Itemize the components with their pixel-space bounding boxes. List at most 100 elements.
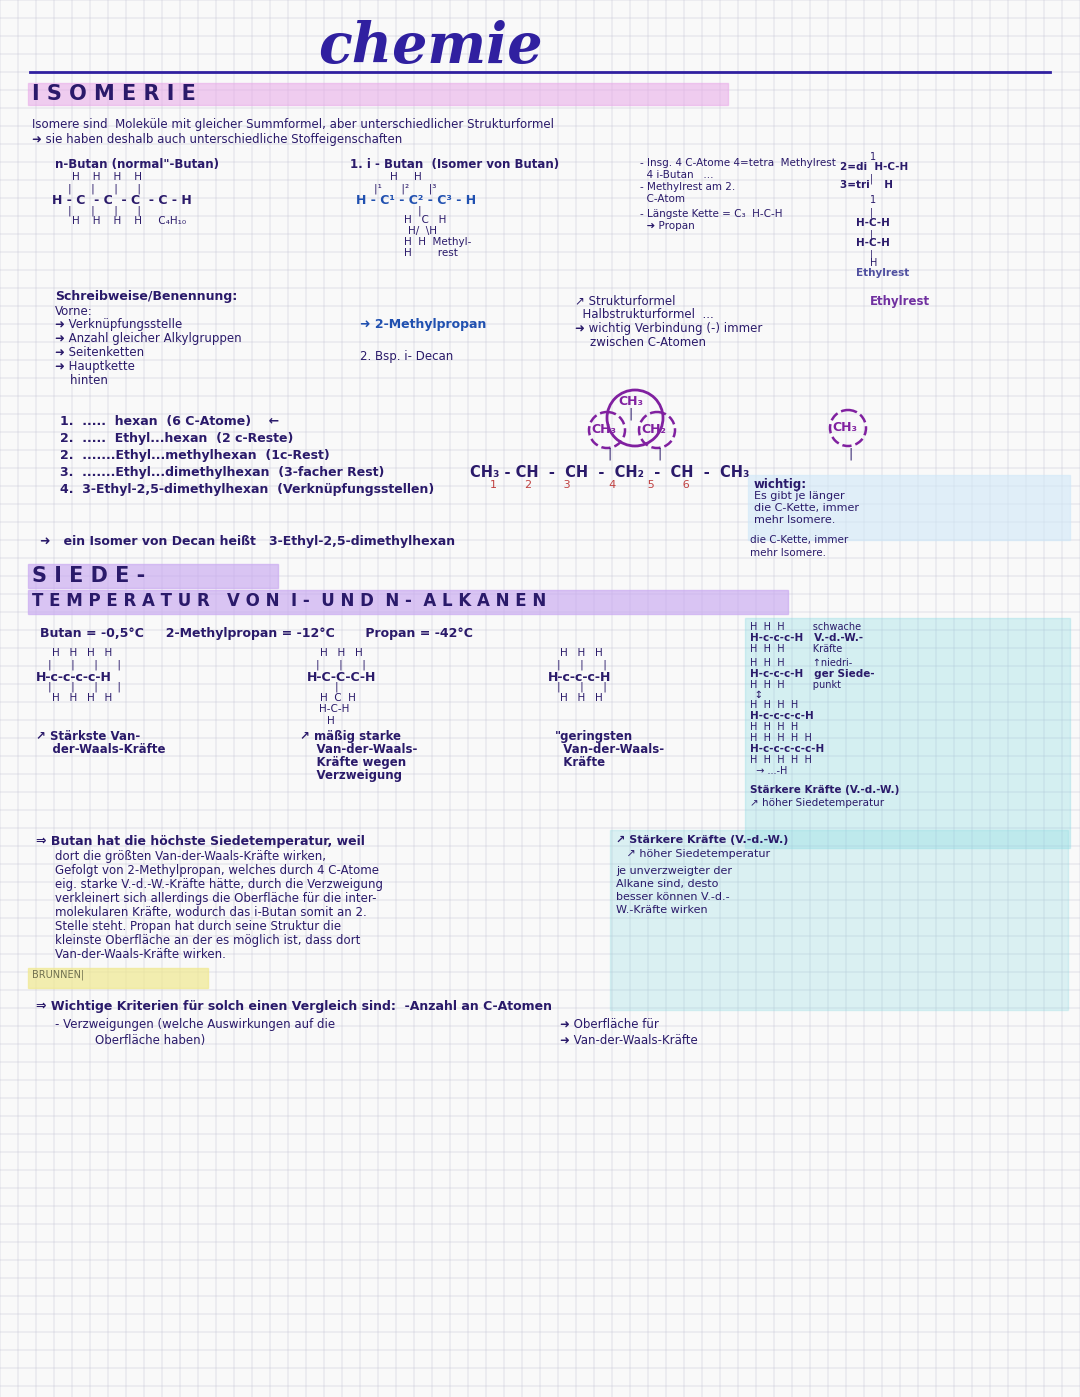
Text: Vorne:: Vorne: [55, 305, 93, 319]
Text: |: | [657, 448, 661, 461]
Text: "geringsten: "geringsten [555, 731, 633, 743]
Text: mehr Isomere.: mehr Isomere. [754, 515, 835, 525]
Text: H  H  H  H: H H H H [750, 700, 798, 710]
Text: ➜ Oberfläche für: ➜ Oberfläche für [561, 1018, 659, 1031]
Text: Gefolgt von 2-Methylpropan, welches durch 4 C-Atome: Gefolgt von 2-Methylpropan, welches durc… [55, 863, 379, 877]
Text: Ethylrest: Ethylrest [856, 268, 909, 278]
Text: 2.  .....  Ethyl...hexan  (2 c-Reste): 2. ..... Ethyl...hexan (2 c-Reste) [60, 432, 294, 446]
Text: Isomere sind  Moleküle mit gleicher Summformel, aber unterschiedlicher Strukturf: Isomere sind Moleküle mit gleicher Summf… [32, 117, 554, 131]
Text: ↗ höher Siedetemperatur: ↗ höher Siedetemperatur [616, 849, 770, 859]
Text: chemie: chemie [318, 21, 542, 75]
Text: je unverzweigter der: je unverzweigter der [616, 866, 732, 876]
Text: |: | [335, 682, 339, 693]
Text: Van-der-Waals-: Van-der-Waals- [555, 743, 664, 756]
Text: hinten: hinten [55, 374, 108, 387]
Text: die C-Kette, immer: die C-Kette, immer [754, 503, 859, 513]
Text: 3.  .......Ethyl...dimethylhexan  (3-facher Rest): 3. .......Ethyl...dimethylhexan (3-fache… [60, 467, 384, 479]
Text: H  H  Methyl-: H H Methyl- [404, 237, 471, 247]
Text: H   H   H: H H H [320, 648, 363, 658]
Text: zwischen C-Atomen: zwischen C-Atomen [575, 337, 706, 349]
Text: ➜ Propan: ➜ Propan [640, 221, 694, 231]
Text: H  H  H         ↑niedri-: H H H ↑niedri- [750, 658, 852, 668]
Text: CH₃: CH₃ [832, 420, 858, 434]
Text: 2=di  H-C-H: 2=di H-C-H [840, 162, 908, 172]
Text: 1. i - Butan  (Isomer von Butan): 1. i - Butan (Isomer von Butan) [350, 158, 559, 170]
Text: ↕: ↕ [748, 690, 764, 700]
Text: H   C   H: H C H [404, 215, 446, 225]
Text: |: | [848, 447, 852, 460]
Text: H  H  H         punkt: H H H punkt [750, 680, 841, 690]
Bar [610, 830, 1068, 1010]
Text: Alkane sind, desto: Alkane sind, desto [616, 879, 718, 888]
Bar [745, 617, 1070, 848]
Text: |      |      |      |: | | | | [48, 659, 121, 671]
Text: |      |      |      |: | | | | [68, 205, 141, 215]
Text: ↗ mäßig starke: ↗ mäßig starke [300, 731, 401, 743]
Text: → ...-H: → ...-H [750, 766, 787, 775]
Text: H  H  H  H: H H H H [750, 722, 798, 732]
Text: ↗ höher Siedetemperatur: ↗ höher Siedetemperatur [750, 798, 885, 807]
Text: H   H   H: H H H [561, 693, 603, 703]
Text: H   H   H   H: H H H H [52, 693, 112, 703]
Text: ↗ Stärkste Van-: ↗ Stärkste Van- [36, 731, 140, 743]
Text: die C-Kette, immer: die C-Kette, immer [750, 535, 848, 545]
Text: H-c-c-c-H   V.-d.-W.-: H-c-c-c-H V.-d.-W.- [750, 633, 863, 643]
Text: Oberfläche haben): Oberfläche haben) [95, 1034, 205, 1046]
Text: ➜   ein Isomer von Decan heißt   3-Ethyl-2,5-dimethylhexan: ➜ ein Isomer von Decan heißt 3-Ethyl-2,5… [40, 535, 455, 548]
Text: T E M P E R A T U R   V O N  I -  U N D  N -  A L K A N E N: T E M P E R A T U R V O N I - U N D N - … [32, 592, 546, 610]
Text: H  C  H: H C H [320, 693, 356, 703]
Text: |      |      |: | | | [557, 682, 607, 693]
Text: W.-Kräfte wirken: W.-Kräfte wirken [616, 905, 707, 915]
Text: 2.  .......Ethyl...methylhexan  (1c-Rest): 2. .......Ethyl...methylhexan (1c-Rest) [60, 448, 329, 462]
Text: |: | [870, 208, 874, 218]
Text: H-c-c-c-c-c-H: H-c-c-c-c-c-H [750, 745, 824, 754]
Text: ➜ Anzahl gleicher Alkylgruppen: ➜ Anzahl gleicher Alkylgruppen [55, 332, 242, 345]
Text: ➜ Van-der-Waals-Kräfte: ➜ Van-der-Waals-Kräfte [561, 1034, 698, 1046]
Text: Van-der-Waals-: Van-der-Waals- [300, 743, 417, 756]
Text: |: | [627, 408, 632, 420]
Text: H-C-H: H-C-H [856, 237, 890, 249]
Text: CH₃: CH₃ [618, 395, 643, 408]
Text: H  H  H  H  H: H H H H H [750, 733, 812, 743]
Text: 4 i-Butan   ...: 4 i-Butan ... [640, 170, 714, 180]
Text: 1: 1 [870, 152, 876, 162]
Text: 3=tri    H: 3=tri H [840, 180, 893, 190]
Bar [748, 475, 1070, 541]
Text: S I E D E -: S I E D E - [32, 566, 145, 585]
Text: H - C  - C  - C  - C - H: H - C - C - C - C - H [52, 194, 192, 207]
Bar [28, 968, 208, 988]
Text: 2. Bsp. i- Decan: 2. Bsp. i- Decan [360, 351, 454, 363]
Text: Kräfte: Kräfte [555, 756, 605, 768]
Text: CH₃ - CH  -  CH  -  CH₂  -  CH  -  CH₃: CH₃ - CH - CH - CH₂ - CH - CH₃ [470, 465, 750, 481]
Text: |: | [607, 448, 611, 461]
Bar [28, 590, 788, 615]
Text: ⇒ Wichtige Kriterien für solch einen Vergleich sind:  -Anzahl an C-Atomen: ⇒ Wichtige Kriterien für solch einen Ver… [36, 1000, 552, 1013]
Text: |      |      |      |: | | | | [68, 183, 141, 194]
Text: |: | [870, 231, 874, 240]
Text: 1: 1 [870, 196, 876, 205]
Text: ➜ Hauptkette: ➜ Hauptkette [55, 360, 135, 373]
Text: Halbstrukturformel  ...: Halbstrukturformel ... [575, 307, 714, 321]
Text: CH₃: CH₃ [591, 423, 616, 436]
Text: dort die größten Van-der-Waals-Kräfte wirken,: dort die größten Van-der-Waals-Kräfte wi… [55, 849, 326, 863]
Text: C-Atom: C-Atom [640, 194, 685, 204]
Text: molekularen Kräfte, wodurch das i-Butan somit an 2.: molekularen Kräfte, wodurch das i-Butan … [55, 907, 367, 919]
Text: H  H  H  H  H: H H H H H [750, 754, 812, 766]
Text: Schreibweise/Benennung:: Schreibweise/Benennung: [55, 291, 238, 303]
Text: H  H  H         Kräfte: H H H Kräfte [750, 644, 842, 654]
Text: 4.  3-Ethyl-2,5-dimethylhexan  (Verknüpfungsstellen): 4. 3-Ethyl-2,5-dimethylhexan (Verknüpfun… [60, 483, 434, 496]
Text: mehr Isomere.: mehr Isomere. [750, 548, 826, 557]
Text: Stelle steht. Propan hat durch seine Struktur die: Stelle steht. Propan hat durch seine Str… [55, 921, 341, 933]
Text: |      |      |: | | | [316, 659, 366, 671]
Text: Ethylrest: Ethylrest [870, 295, 930, 307]
Text: ➜ wichtig Verbindung (-) immer: ➜ wichtig Verbindung (-) immer [575, 321, 762, 335]
Text: besser können V.-d.-: besser können V.-d.- [616, 893, 730, 902]
Text: H-C-C-C-H: H-C-C-C-H [307, 671, 376, 685]
Text: Stärkere Kräfte (V.-d.-W.): Stärkere Kräfte (V.-d.-W.) [750, 785, 900, 795]
Text: H: H [327, 717, 335, 726]
Text: BRUNNEN|: BRUNNEN| [32, 970, 84, 981]
Text: kleinste Oberfläche an der es möglich ist, dass dort: kleinste Oberfläche an der es möglich is… [55, 935, 361, 947]
Text: |: | [870, 250, 874, 260]
Text: Butan = -0,5°C     2-Methylpropan = -12°C       Propan = -42°C: Butan = -0,5°C 2-Methylpropan = -12°C Pr… [40, 627, 473, 640]
Text: eig. starke V.-d.-W.-Kräfte hätte, durch die Verzweigung: eig. starke V.-d.-W.-Kräfte hätte, durch… [55, 877, 383, 891]
